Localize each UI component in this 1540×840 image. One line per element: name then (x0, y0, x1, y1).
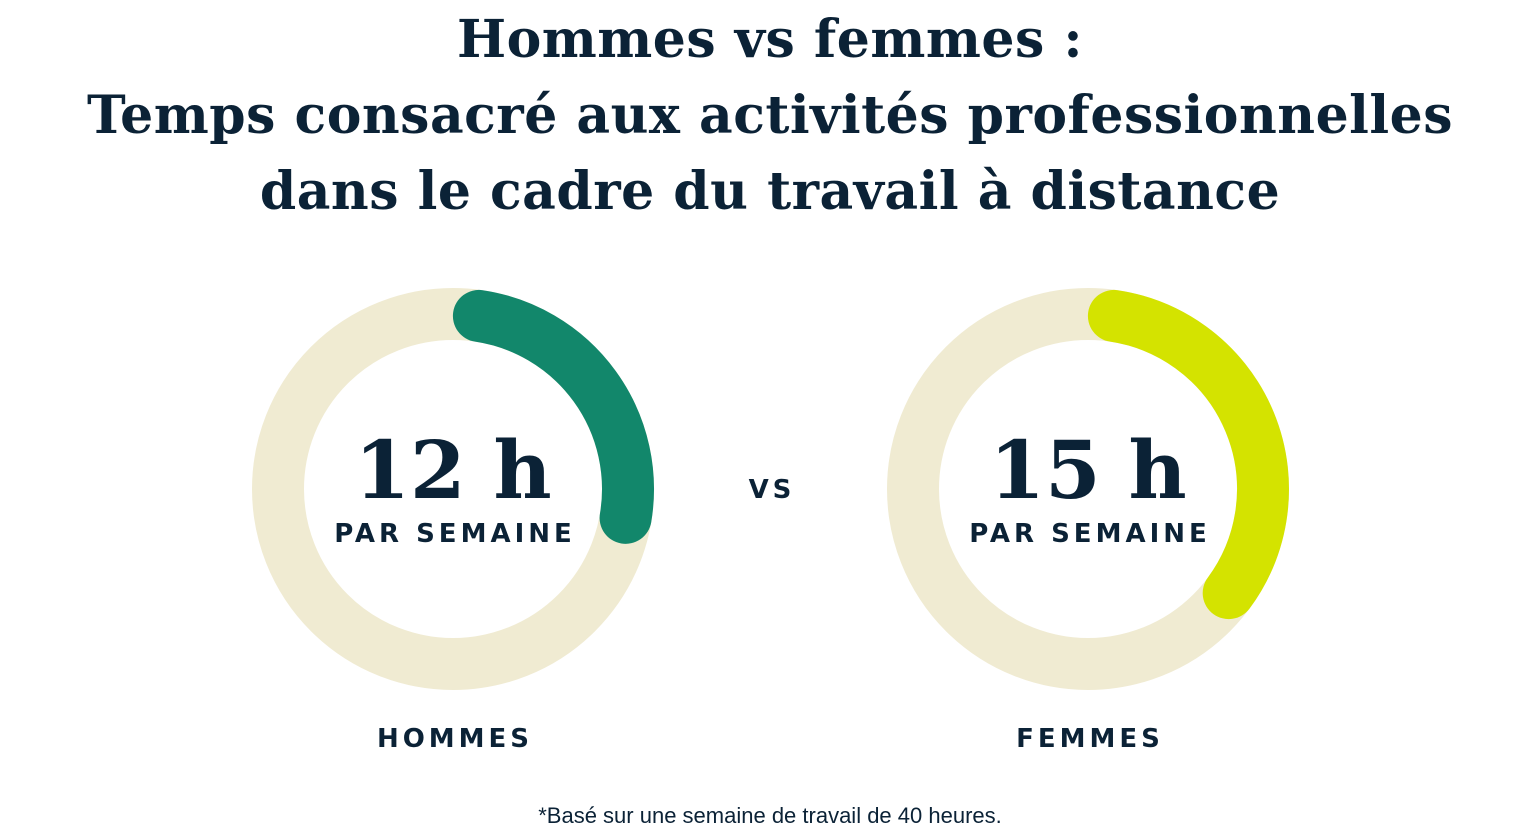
title-line-2: Temps consacré aux activités professionn… (86, 85, 1454, 146)
vs-label: VS (749, 475, 796, 505)
donut-arc-hommes (452, 289, 654, 544)
value-label: 12 h (354, 423, 551, 517)
donut-hommes: 12 h PAR SEMAINE HOMMES (252, 288, 654, 754)
title-line-1: Hommes vs femmes : (456, 9, 1084, 70)
category-label: HOMMES (377, 724, 533, 754)
donut-femmes: 15 h PAR SEMAINE FEMMES (887, 288, 1289, 754)
donut-arc-femmes (1087, 289, 1289, 620)
category-label: FEMMES (1016, 724, 1164, 754)
value-sublabel: PAR SEMAINE (969, 519, 1211, 549)
footnote: *Basé sur une semaine de travail de 40 h… (538, 803, 1002, 828)
value-label: 15 h (989, 423, 1186, 517)
value-sublabel: PAR SEMAINE (334, 519, 576, 549)
title-line-3: dans le cadre du travail à distance (259, 161, 1281, 222)
chart-title: Hommes vs femmes : Temps consacré aux ac… (0, 2, 1540, 230)
